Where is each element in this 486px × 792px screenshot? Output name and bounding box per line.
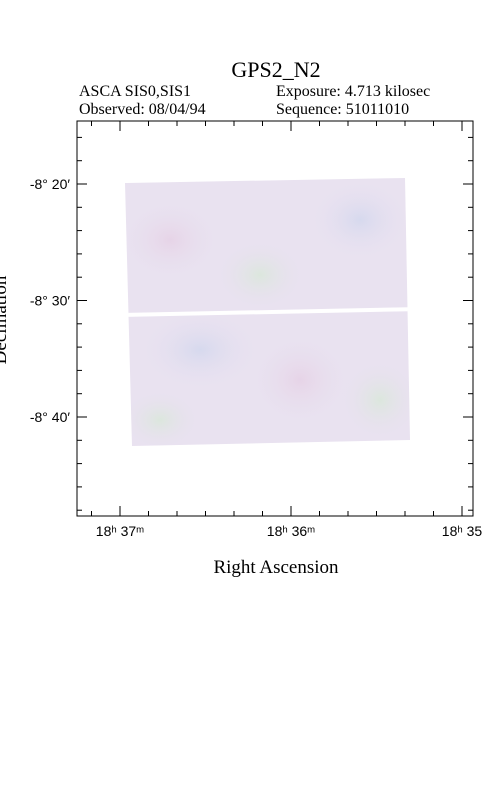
tick-marks	[77, 121, 473, 516]
x-tick-label: 18ʰ 36ᵐ	[267, 523, 315, 539]
instrument: ASCA SIS0,SIS1	[79, 83, 191, 100]
y-tick-label: -8° 30′	[30, 293, 71, 309]
x-axis-label: Right Ascension	[213, 557, 339, 578]
y-tick-label: -8° 20′	[30, 176, 71, 192]
x-tick-label: 18ʰ 35	[442, 523, 483, 539]
sky-image	[125, 178, 410, 446]
exposure: Exposure: 4.713 kilosec	[276, 83, 430, 100]
y-axis-label: Declination	[0, 275, 11, 364]
x-tick-label: 18ʰ 37ᵐ	[96, 523, 144, 539]
sequence: Sequence: 51011010	[276, 101, 409, 118]
plot-frame	[76, 120, 474, 517]
y-tick-label: -8° 40′	[30, 409, 71, 425]
observed: Observed: 08/04/94	[79, 101, 206, 118]
title: GPS2_N2	[231, 57, 320, 82]
